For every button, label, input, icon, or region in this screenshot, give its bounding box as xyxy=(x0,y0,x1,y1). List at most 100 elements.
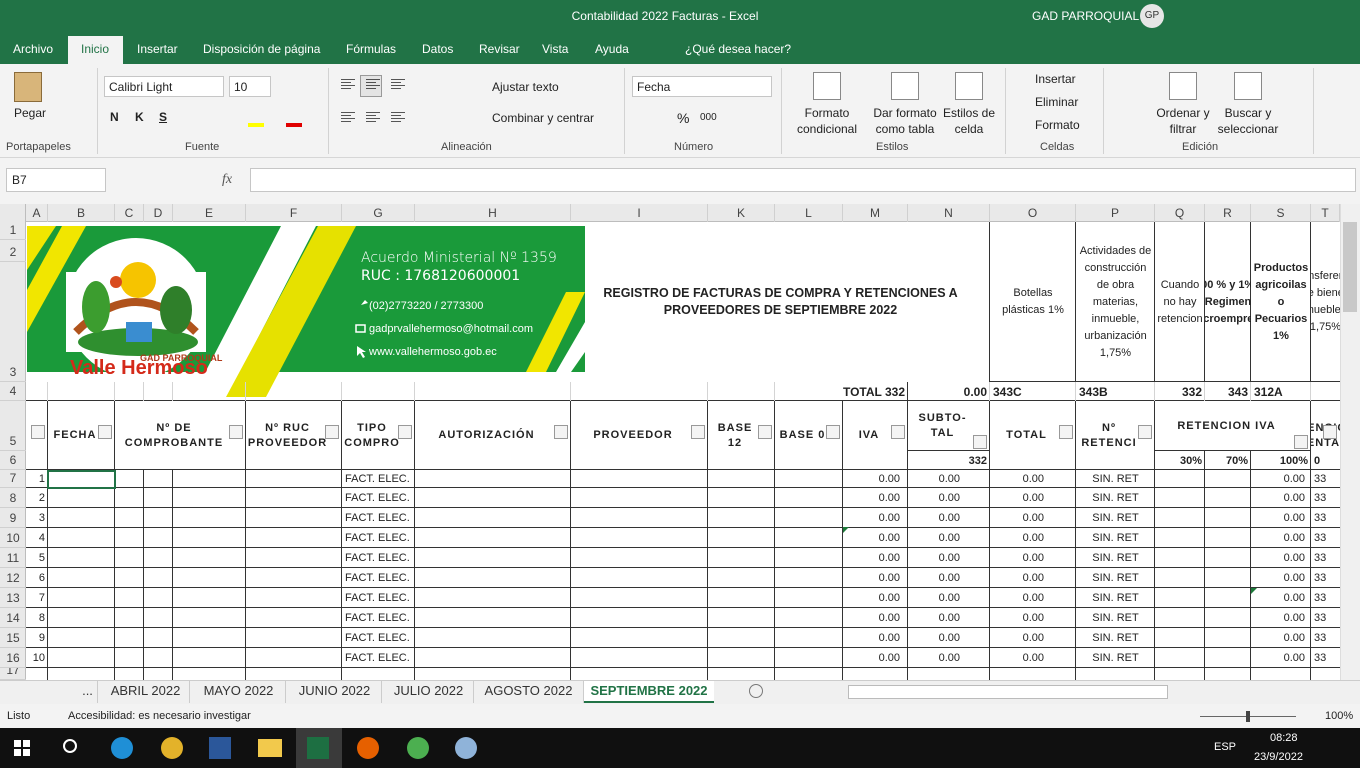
menu-tab[interactable]: ¿Qué desea hacer? xyxy=(685,42,792,56)
column-header[interactable]: Q xyxy=(1155,204,1205,222)
align-icon[interactable] xyxy=(391,115,401,116)
row-header[interactable]: 4 xyxy=(0,382,26,401)
sheet-tab[interactable]: AGOSTO 2022 xyxy=(474,681,584,703)
thousands-button[interactable]: 000 xyxy=(700,112,717,123)
find-select[interactable]: seleccionar xyxy=(1217,122,1279,136)
row-header[interactable]: 5 xyxy=(0,401,26,451)
column-header[interactable]: A xyxy=(26,204,48,222)
scroll-thumb[interactable] xyxy=(1343,222,1357,312)
filter-button[interactable] xyxy=(1323,425,1337,439)
sheet-tab[interactable]: MAYO 2022 xyxy=(192,681,286,703)
filter-button[interactable] xyxy=(1138,425,1152,439)
menu-tab[interactable]: Ayuda xyxy=(595,42,629,56)
filter-button[interactable] xyxy=(229,425,243,439)
wrap-text-button[interactable]: Ajustar texto xyxy=(492,80,559,94)
align-icon[interactable] xyxy=(341,118,355,119)
format-as-table[interactable]: Dar formato xyxy=(873,106,937,120)
menu-tab[interactable]: Vista xyxy=(542,42,569,56)
sort-filter-icon[interactable] xyxy=(1169,72,1197,100)
align-icon[interactable] xyxy=(366,82,376,83)
menu-tab[interactable]: Revisar xyxy=(479,42,520,56)
chrome[interactable] xyxy=(161,737,183,759)
column-header[interactable]: R xyxy=(1205,204,1251,222)
filter-button[interactable] xyxy=(1059,425,1073,439)
filter-button[interactable] xyxy=(826,425,840,439)
excel-icon[interactable] xyxy=(307,737,329,759)
underline-button[interactable]: S xyxy=(159,110,168,124)
filter-button[interactable] xyxy=(554,425,568,439)
horizontal-scrollbar[interactable] xyxy=(848,685,1168,699)
column-header[interactable]: O xyxy=(990,204,1076,222)
paint[interactable] xyxy=(455,737,477,759)
row-header[interactable]: 16 xyxy=(0,648,26,668)
sheet-tab[interactable]: ABRIL 2022 xyxy=(102,681,190,703)
align-icon[interactable] xyxy=(391,88,401,89)
row-header[interactable]: 12 xyxy=(0,568,26,588)
menu-tab[interactable]: Inicio xyxy=(81,42,110,56)
filter-button[interactable] xyxy=(973,435,987,449)
word[interactable] xyxy=(209,737,231,759)
sort-filter[interactable]: filtrar xyxy=(1169,122,1197,136)
align-icon[interactable] xyxy=(366,79,380,80)
insert-button[interactable]: Insertar xyxy=(1035,72,1076,86)
filter-button[interactable] xyxy=(31,425,45,439)
name-box[interactable] xyxy=(6,168,106,192)
align-icon[interactable] xyxy=(366,112,380,113)
sheet-tab[interactable]: JULIO 2022 xyxy=(384,681,474,703)
filter-button[interactable] xyxy=(691,425,705,439)
align-icon[interactable] xyxy=(366,85,380,86)
align-icon[interactable] xyxy=(341,115,351,116)
user-avatar[interactable]: GP xyxy=(1140,4,1164,28)
menu-tab[interactable]: Disposición de página xyxy=(203,42,321,56)
filter-button[interactable] xyxy=(891,425,905,439)
column-header[interactable]: D xyxy=(144,204,173,222)
merge-button[interactable]: Combinar y centrar xyxy=(492,111,595,125)
align-icon[interactable] xyxy=(366,115,376,116)
taskbar-date[interactable]: 23/9/2022 xyxy=(1254,751,1303,763)
align-icon[interactable] xyxy=(341,112,355,113)
find-select[interactable]: Buscar y xyxy=(1224,106,1272,120)
format-as-table-icon[interactable] xyxy=(891,72,919,100)
sort-filter[interactable]: Ordenar y xyxy=(1156,106,1210,120)
align-icon[interactable] xyxy=(341,88,351,89)
row-header[interactable]: 15 xyxy=(0,628,26,648)
format-button[interactable]: Formato xyxy=(1035,118,1080,132)
row-header[interactable]: 17 xyxy=(0,668,26,680)
bold-button[interactable]: N xyxy=(110,110,119,124)
align-icon[interactable] xyxy=(391,121,401,122)
firefox[interactable] xyxy=(357,737,379,759)
search[interactable] xyxy=(63,739,77,753)
taskbar-language[interactable]: ESP xyxy=(1214,741,1237,753)
column-header[interactable]: T xyxy=(1311,204,1340,222)
cell-styles[interactable]: celda xyxy=(954,122,984,136)
add-sheet[interactable] xyxy=(749,684,763,698)
column-header[interactable]: E xyxy=(173,204,246,222)
sheet-tab[interactable]: SEPTIEMBRE 2022 xyxy=(584,681,714,703)
sheet-tab[interactable]: JUNIO 2022 xyxy=(288,681,382,703)
delete-button[interactable]: Eliminar xyxy=(1035,95,1079,109)
cell-styles-icon[interactable] xyxy=(955,72,983,100)
row-header[interactable]: 11 xyxy=(0,548,26,568)
align-icon[interactable] xyxy=(391,118,405,119)
align-icon[interactable] xyxy=(391,112,405,113)
filter-button[interactable] xyxy=(758,425,772,439)
cell-styles[interactable]: Estilos de xyxy=(942,106,996,120)
column-header[interactable]: F xyxy=(246,204,342,222)
align-icon[interactable] xyxy=(391,85,405,86)
filter-button[interactable] xyxy=(398,425,412,439)
row-header[interactable]: 13 xyxy=(0,588,26,608)
zoom-level[interactable]: 100% xyxy=(1325,710,1354,722)
column-header[interactable]: P xyxy=(1076,204,1155,222)
taskbar-time[interactable]: 08:28 xyxy=(1270,732,1298,744)
active-tab-bg[interactable] xyxy=(68,36,123,64)
column-header[interactable]: N xyxy=(908,204,990,222)
number-format-box[interactable]: Fecha xyxy=(632,76,772,97)
align-icon[interactable] xyxy=(341,79,355,80)
column-header[interactable]: H xyxy=(415,204,571,222)
align-icon[interactable] xyxy=(341,85,355,86)
column-header[interactable]: B xyxy=(48,204,115,222)
percent-button[interactable]: % xyxy=(677,110,690,126)
find-select-icon[interactable] xyxy=(1234,72,1262,100)
column-header[interactable]: I xyxy=(571,204,708,222)
filter-button[interactable] xyxy=(98,425,112,439)
